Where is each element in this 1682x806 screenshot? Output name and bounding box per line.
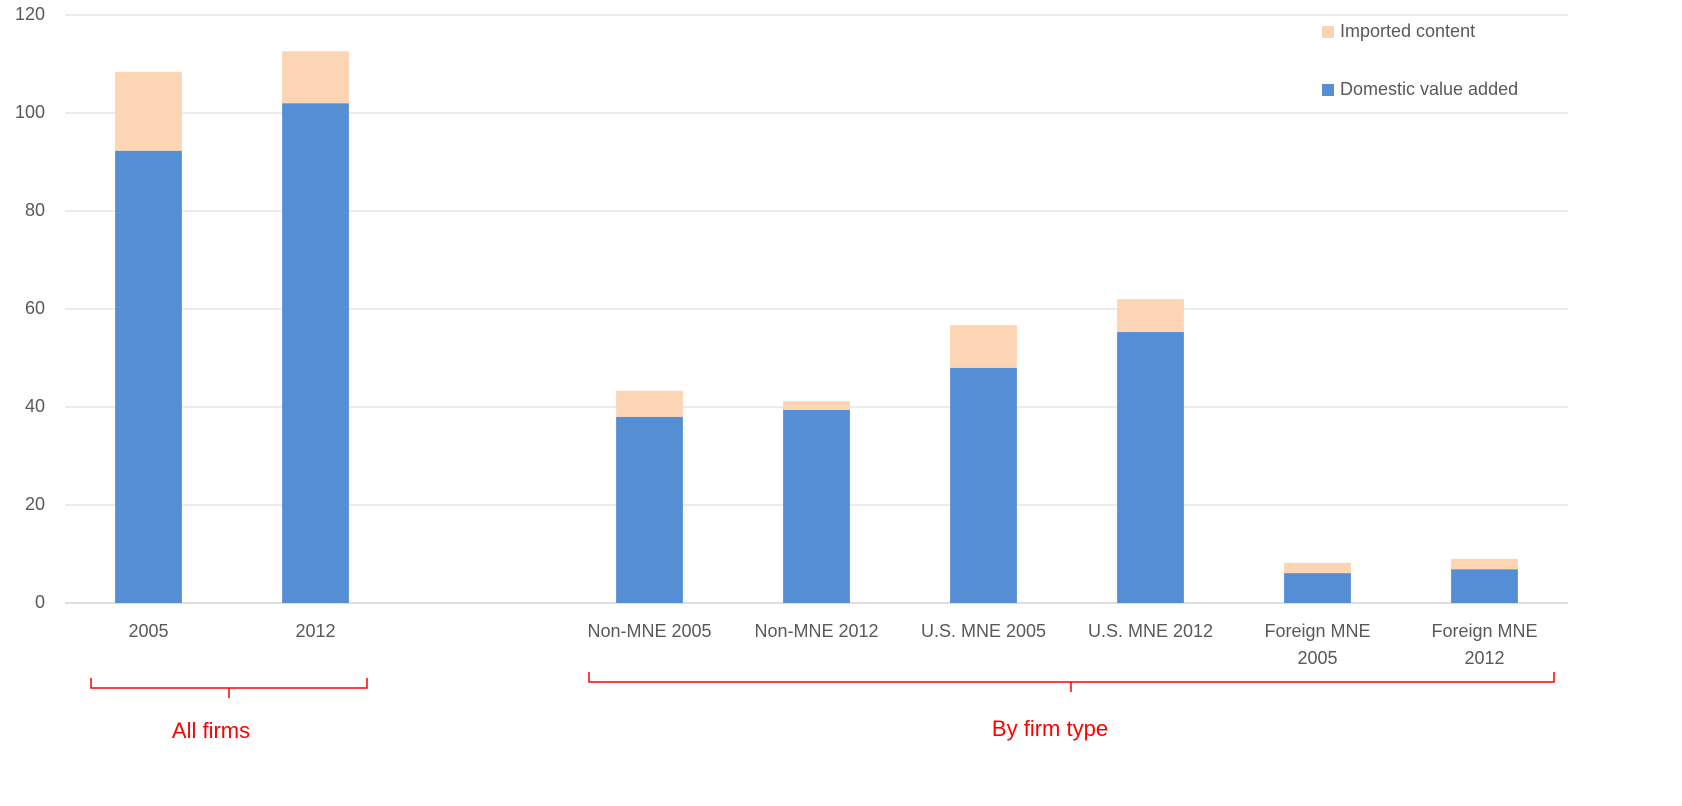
bar-segment: [1117, 332, 1184, 603]
legend-swatch: [1322, 84, 1334, 96]
legend-swatch: [1322, 26, 1334, 38]
bar-segment: [1117, 299, 1184, 333]
bar-segment: [1451, 558, 1518, 570]
y-tick-label: 100: [15, 102, 45, 122]
bracket: [90, 678, 368, 698]
bar-segment: [1284, 573, 1351, 603]
bar-segment: [616, 390, 683, 417]
bar-segment: [115, 150, 182, 604]
x-tick-label: Foreign MNE 2012: [1431, 621, 1537, 668]
bar-segment: [950, 367, 1017, 603]
legend-label: Imported content: [1340, 21, 1475, 41]
bar-segment: [616, 416, 683, 603]
bracket: [588, 672, 1555, 692]
y-tick-label: 20: [25, 494, 45, 514]
y-tick-label: 120: [15, 4, 45, 24]
annotation: All firms: [172, 718, 250, 743]
bar-segment: [1284, 562, 1351, 574]
y-tick-label: 80: [25, 200, 45, 220]
bar-segment: [1451, 569, 1518, 603]
bar-segment: [783, 409, 850, 603]
y-tick-label: 0: [35, 592, 45, 612]
x-tick-label: U.S. MNE 2005: [921, 621, 1046, 641]
bar-segment: [115, 71, 182, 151]
x-tick-label: 2012: [295, 621, 335, 641]
bar-segment: [282, 51, 349, 104]
bar-segment: [950, 325, 1017, 368]
annotation: By firm type: [992, 716, 1108, 741]
x-tick-label: 2005: [128, 621, 168, 641]
x-tick-label: U.S. MNE 2012: [1088, 621, 1213, 641]
y-tick-label: 40: [25, 396, 45, 416]
x-tick-label: Non-MNE 2005: [587, 621, 711, 641]
x-tick-label: Foreign MNE 2005: [1264, 621, 1370, 668]
x-tick-label: Non-MNE 2012: [754, 621, 878, 641]
bar-segment: [783, 401, 850, 410]
bar-segment: [282, 103, 349, 603]
y-tick-label: 60: [25, 298, 45, 318]
legend-label: Domestic value added: [1340, 79, 1518, 99]
